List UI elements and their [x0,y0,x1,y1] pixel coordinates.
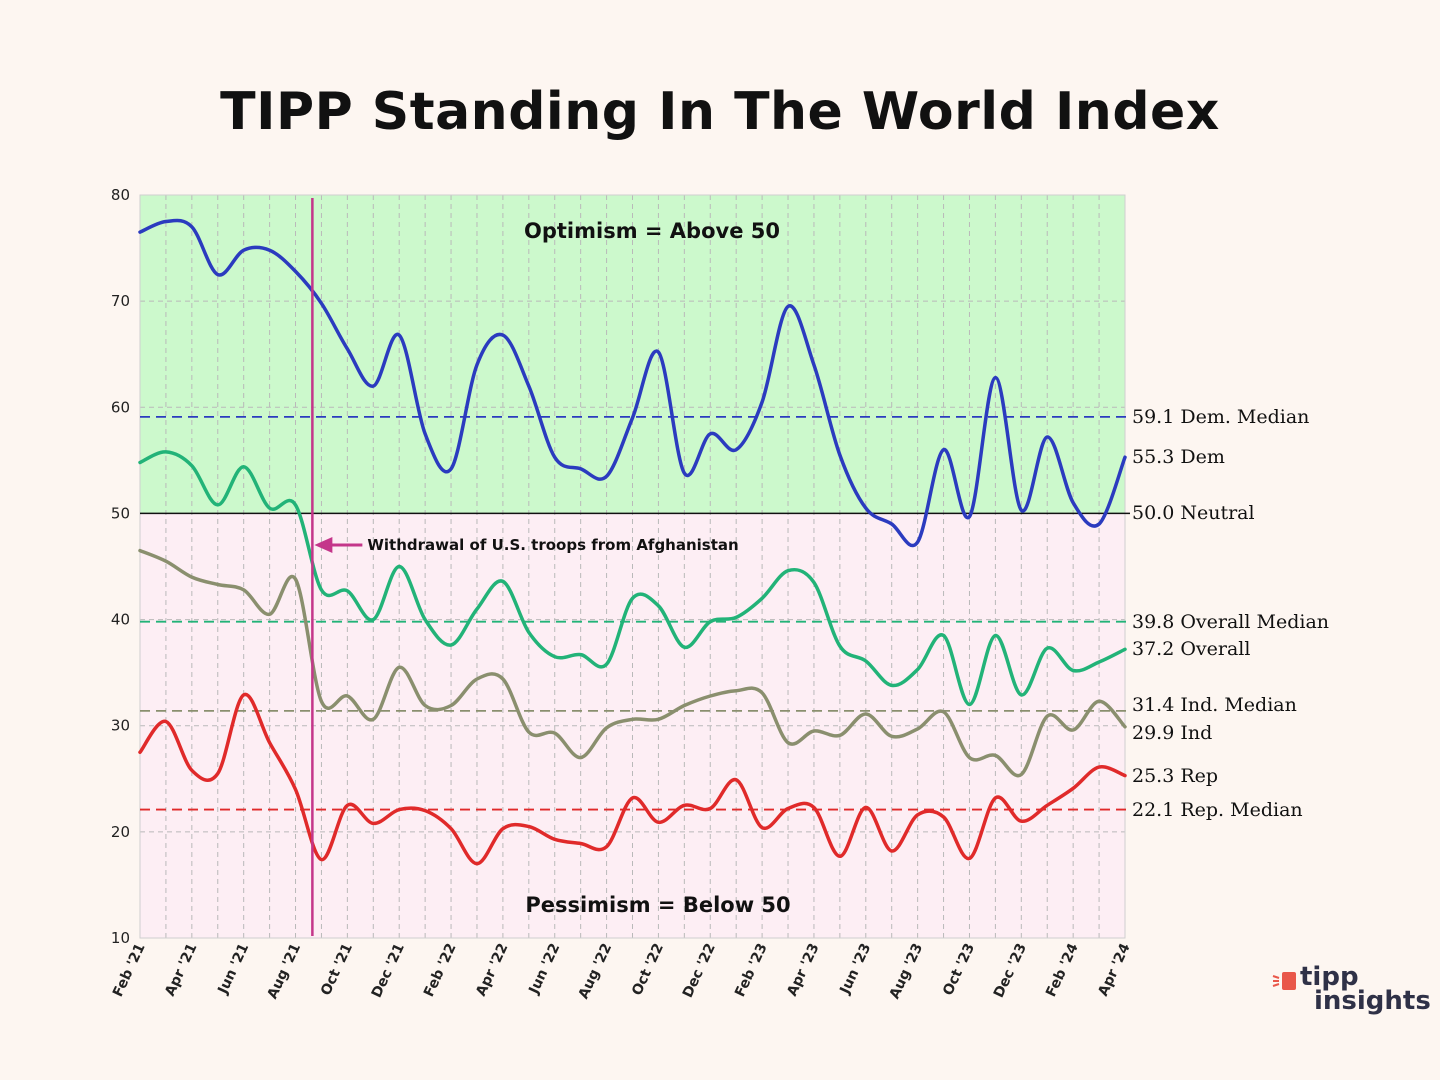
side-label-end-ind: 29.9 Ind [1132,722,1212,744]
x-tick-label: Apr '23 [784,941,822,999]
x-tick-label: Jun '22 [526,941,564,997]
x-tick-label: Feb '21 [110,941,149,1000]
side-label-end-overall: 37.2 Overall [1132,638,1250,660]
optimism-label: Optimism = Above 50 [524,219,780,243]
x-tick-label: Apr '24 [1095,941,1133,999]
side-label-ref-overall-median: 39.8 Overall Median [1132,611,1329,633]
series-line-rep [138,692,1127,866]
x-tick-label: Dec '21 [369,941,408,1000]
x-tick-label: Oct '22 [629,941,667,998]
y-tick-label: 20 [111,823,130,841]
chart-title: TIPP Standing In The World Index [220,82,1220,142]
x-tick-label: Aug '21 [265,941,305,1002]
pessimism-label: Pessimism = Below 50 [525,893,790,917]
side-label-ref-rep-median: 22.1 Rep. Median [1132,799,1303,821]
series-line-dem [138,218,1127,548]
x-tick-label: Aug '23 [887,941,927,1002]
y-tick-label: 60 [111,398,130,416]
logo-text-insights: insights [1314,986,1431,1016]
x-tick-label: Dec '23 [991,941,1030,1000]
logo-mark-icon [1272,972,1296,990]
y-tick-label: 70 [111,292,130,310]
x-tick-label: Jun '21 [215,941,253,997]
y-tick-label: 30 [111,717,130,735]
side-label-ref-ind-median: 31.4 Ind. Median [1132,694,1297,716]
y-tick-label: 50 [111,504,130,522]
logo-text-tipp: tipp [1300,962,1359,992]
y-tick-label: 10 [111,929,130,947]
x-tick-label: Feb '24 [1043,941,1082,1000]
x-tick-label: Jun '23 [837,941,875,997]
y-tick-label: 80 [111,186,130,204]
x-tick-label: Dec '22 [680,941,719,1000]
tipp-insights-logo: tipp insights [1270,962,1431,1022]
side-label-ref-dem-median: 59.1 Dem. Median [1132,406,1309,428]
x-tick-label: Feb '23 [732,941,771,1000]
event-annotation: Withdrawal of U.S. troops from Afghanist… [367,536,738,554]
x-tick-label: Apr '22 [473,941,511,999]
x-tick-label: Oct '23 [940,941,978,998]
side-label-ref-neutral: 50.0 Neutral [1132,502,1255,524]
x-tick-label: Oct '21 [318,941,356,998]
side-label-end-rep: 25.3 Rep [1132,765,1218,787]
event-arrow-head-icon [314,537,333,553]
x-tick-label: Feb '22 [421,941,460,1000]
series-line-ind [138,548,1127,778]
series-line-overall [138,450,1127,707]
y-tick-label: 40 [111,611,130,629]
side-label-end-dem: 55.3 Dem [1132,446,1225,468]
x-tick-label: Apr '21 [162,941,200,999]
plot-border [139,194,1126,939]
x-tick-label: Aug '22 [576,941,616,1002]
